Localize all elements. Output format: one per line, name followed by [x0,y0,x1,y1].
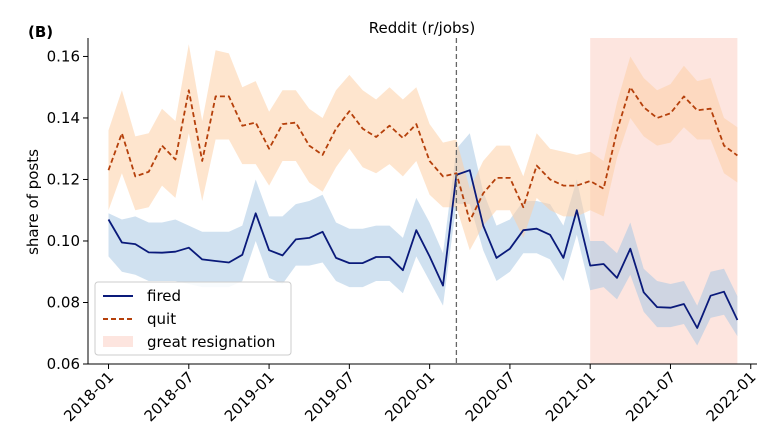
band-layer [108,44,738,346]
x-tick-label: 2018-01 [60,368,117,425]
legend: fired quit great resignation [94,281,292,356]
y-tick-label: 0.06 [47,355,80,373]
line-layer [107,38,739,364]
x-tick-label: 2020-01 [381,368,438,425]
y-tick-label: 0.12 [47,170,80,188]
y-tick-label: 0.08 [47,293,80,311]
y-tick-label: 0.16 [47,47,80,65]
y-axis-label: share of posts [24,149,42,255]
chart-title: Reddit (r/jobs) [369,19,475,37]
series-line-quit [107,86,738,222]
legend-great-resignation-swatch [103,336,133,347]
x-tick-label: 2021-01 [542,368,599,425]
x-tick-label: 2018-07 [141,368,198,425]
legend-frame [94,281,292,356]
legend-fired-label: fired [147,287,181,305]
confidence-band-quit [108,44,738,251]
x-tick-label: 2019-07 [301,368,358,425]
legend-quit-label: quit [147,310,176,328]
series-line-fired [107,169,739,329]
x-tick-label: 2021-07 [622,368,679,425]
confidence-band-fired [108,133,738,346]
legend-great-resignation-label: great resignation [147,333,275,351]
panel-label: (B) [28,23,53,41]
x-tick-label: 2019-01 [221,368,278,425]
x-tick-label: 2020-07 [462,368,519,425]
axis-layer [87,38,757,365]
x-tick-label: 2022-01 [703,368,760,425]
y-tick-label: 0.14 [47,109,80,127]
y-tick-label: 0.10 [47,232,80,250]
